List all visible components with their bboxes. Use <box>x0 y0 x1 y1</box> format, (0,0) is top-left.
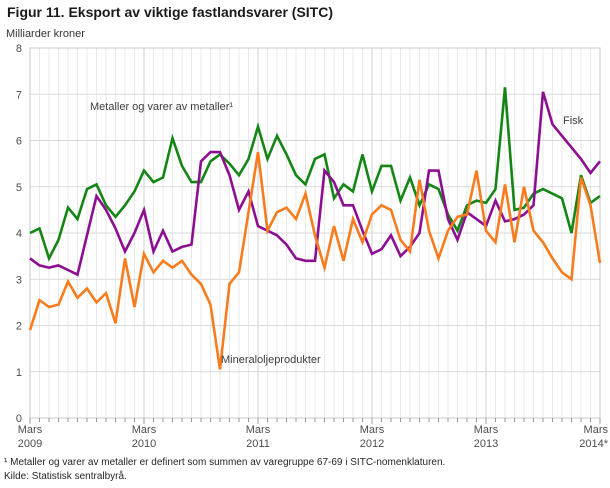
y-tick-label: 4 <box>16 228 22 240</box>
footnote: ¹ Metaller og varer av metaller er defin… <box>4 457 446 468</box>
x-tick-label: Mars <box>474 424 499 436</box>
chart-canvas: 0 1 2 3 4 5 6 7 8 Mars 2009 Mars 2010 Mars 2011 Mars 201… <box>16 43 609 450</box>
x-tick-label: 2013 <box>474 438 498 450</box>
y-tick-label: 5 <box>16 182 22 194</box>
series-label-metals: Metaller og varer av metaller¹ <box>90 101 234 113</box>
y-tick-label: 3 <box>16 274 22 286</box>
page-title: Figur 11. Eksport av viktige fastlandsva… <box>7 4 333 20</box>
y-tick-label: 7 <box>16 89 22 101</box>
series-label-mineral-oil: Mineraloljeprodukter <box>221 354 321 366</box>
y-tick-label: 0 <box>16 413 22 425</box>
x-tick-label: Mars <box>360 424 385 436</box>
x-tick-label: Mars <box>132 424 157 436</box>
x-tick-label: 2014* <box>579 438 608 450</box>
x-tick-label: 2010 <box>132 438 156 450</box>
y-axis-title: Milliarder kroner <box>6 28 85 40</box>
y-tick-label: 1 <box>16 367 22 379</box>
source-note: Kilde: Statistisk sentralbyrå. <box>4 471 127 482</box>
x-tick-label: Mars <box>584 424 609 436</box>
x-tick-label: Mars <box>246 424 271 436</box>
series-line-metals <box>29 87 601 262</box>
series-line-mineral_oil <box>28 151 602 370</box>
series-label-fish: Fisk <box>563 115 584 127</box>
y-tick-label: 8 <box>16 43 22 55</box>
x-tick-label: 2009 <box>18 438 42 450</box>
y-tick-label: 6 <box>16 136 22 148</box>
x-tick-label: 2012 <box>360 438 384 450</box>
series-line-fish <box>29 91 602 277</box>
x-tick-label: Mars <box>18 424 43 436</box>
y-tick-label: 2 <box>16 321 22 333</box>
line-chart: 0 1 2 3 4 5 6 7 8 Mars 2009 Mars 2010 Mars 2011 Mars 201… <box>16 43 609 450</box>
x-tick-label: 2011 <box>246 438 270 450</box>
